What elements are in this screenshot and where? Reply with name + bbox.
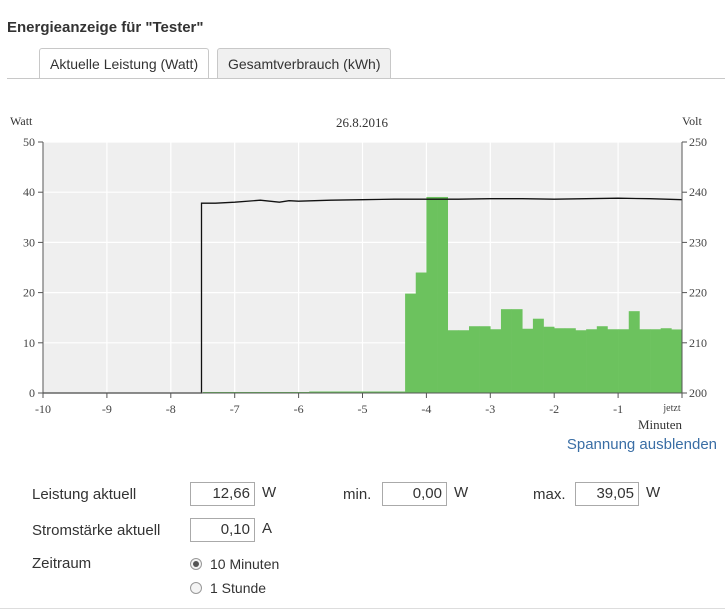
x-tick-label: -5 — [358, 402, 368, 416]
power-bar — [437, 196, 449, 393]
min-unit: W — [454, 484, 469, 501]
power-bar — [511, 309, 523, 393]
power-bar — [202, 391, 214, 393]
power-bar — [628, 311, 640, 393]
y2-tick-label: 250 — [689, 135, 707, 149]
power-bar — [383, 391, 395, 393]
power-chart: 0 10 20 30 40 50 200 210 220 230 240 250 -10 -9 -8 -7 -6… — [10, 114, 707, 432]
x-tick-label: -2 — [549, 402, 559, 416]
power-bar — [426, 196, 438, 393]
power-bar — [575, 330, 587, 393]
power-bar — [255, 391, 267, 393]
power-bar — [341, 391, 353, 393]
voltage-line — [43, 197, 683, 394]
max-value-field: 39,05 — [575, 482, 639, 506]
power-bar — [564, 328, 576, 393]
chart-title: 26.8.2016 — [336, 115, 389, 130]
power-bar — [447, 330, 459, 393]
power-bar — [415, 272, 427, 393]
x-axis-label: Minuten — [638, 417, 683, 432]
power-bar — [458, 330, 470, 393]
power-bar — [522, 328, 534, 393]
y-tick-label: 10 — [23, 336, 35, 350]
range-10-minutes-label[interactable]: 10 Minuten — [210, 556, 280, 572]
power-bar — [586, 329, 598, 393]
x-tick-label: -6 — [294, 402, 304, 416]
power-unit: W — [262, 484, 277, 501]
power-bar — [213, 391, 225, 393]
power-bar — [298, 391, 310, 393]
power-bar — [532, 318, 544, 393]
range-10-minutes-radio[interactable] — [190, 558, 202, 570]
max-unit: W — [646, 484, 661, 501]
power-bar — [479, 326, 491, 393]
x-tick-label: -1 — [613, 402, 623, 416]
tab-total-consumption[interactable]: Gesamtverbrauch (kWh) — [217, 48, 392, 78]
range-1-hour-radio[interactable] — [190, 582, 202, 594]
power-bar — [351, 391, 363, 393]
x-tick-label: -9 — [102, 402, 112, 416]
y-tick-label: 40 — [23, 185, 35, 199]
y-tick-label: 50 — [23, 135, 35, 149]
power-bar — [650, 329, 662, 393]
power-bar — [660, 328, 672, 393]
power-bar — [543, 326, 555, 393]
power-bar — [469, 326, 480, 393]
power-bar — [596, 326, 608, 393]
current-label: Stromstärke aktuell — [32, 522, 161, 539]
power-bar — [671, 329, 683, 393]
power-bar — [287, 391, 299, 393]
power-bar — [554, 328, 566, 393]
power-bar — [639, 329, 651, 393]
tab-current-power[interactable]: Aktuelle Leistung (Watt) — [39, 48, 210, 79]
min-label: min. — [343, 486, 372, 503]
y-tick-label: 30 — [23, 235, 35, 249]
y2-tick-label: 210 — [689, 336, 707, 350]
y2-tick-label: 220 — [689, 286, 707, 300]
range-label: Zeitraum — [32, 555, 92, 572]
y-tick-label: 20 — [23, 286, 35, 300]
y-tick-label: 0 — [29, 386, 35, 400]
power-bar — [330, 391, 342, 393]
power-value-field: 12,66 — [190, 482, 255, 506]
power-bar — [234, 391, 246, 393]
power-bar — [277, 391, 289, 393]
page-title: Energieanzeige für "Tester" — [7, 19, 204, 36]
tabs-divider — [7, 78, 725, 79]
current-value-field: 0,10 — [190, 518, 255, 542]
y2-tick-label: 200 — [689, 386, 707, 400]
power-bar — [309, 391, 321, 393]
toggle-voltage-link[interactable]: Spannung ausblenden — [566, 436, 717, 453]
power-bar — [319, 391, 331, 393]
power-bar — [373, 391, 385, 393]
x-tick-label-now: jetzt — [662, 403, 680, 414]
power-bar — [224, 391, 235, 393]
x-tick-label: -7 — [230, 402, 240, 416]
chart-axes: 0 10 20 30 40 50 200 210 220 230 240 250 -10 -9 -8 -7 -6… — [23, 135, 707, 416]
power-label: Leistung aktuell — [32, 486, 137, 503]
power-bar — [607, 329, 619, 393]
power-bar — [500, 309, 512, 393]
power-bar — [266, 391, 278, 393]
min-value-field: 0,00 — [382, 482, 447, 506]
x-tick-label: -10 — [35, 402, 51, 416]
power-bar — [490, 329, 502, 393]
x-tick-label: -4 — [421, 402, 431, 416]
y2-tick-label: 230 — [689, 235, 707, 249]
power-bar — [405, 293, 417, 393]
y-axis-label: Watt — [10, 114, 33, 128]
x-tick-label: -8 — [166, 402, 176, 416]
voltage-line-group — [43, 197, 683, 394]
power-bar — [394, 391, 406, 393]
bottom-divider — [0, 608, 725, 609]
power-bar — [618, 329, 630, 393]
x-tick-label: -3 — [485, 402, 495, 416]
power-bar — [362, 391, 374, 393]
y2-axis-label: Volt — [682, 114, 702, 128]
range-1-hour-label[interactable]: 1 Stunde — [210, 580, 267, 596]
power-bar — [245, 391, 257, 393]
max-label: max. — [533, 486, 566, 503]
y2-tick-label: 240 — [689, 185, 707, 199]
current-unit: A — [262, 520, 273, 537]
